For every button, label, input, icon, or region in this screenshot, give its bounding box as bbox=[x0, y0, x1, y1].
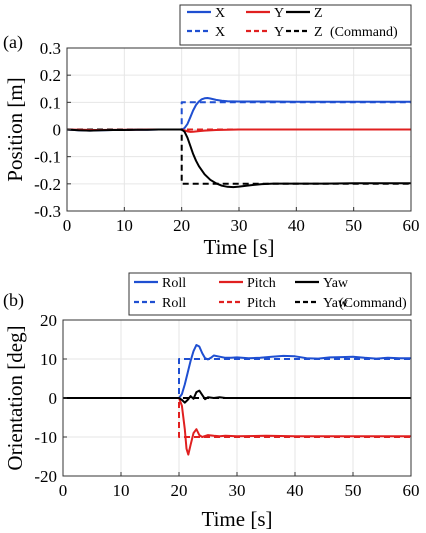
legend-label-roll: Roll bbox=[162, 276, 186, 291]
legend-command-suffix: (Command) bbox=[330, 25, 398, 40]
y-tick-label: 0.2 bbox=[40, 66, 61, 85]
x-tick-label: 60 bbox=[403, 216, 420, 235]
series-line-roll-command bbox=[63, 358, 411, 399]
y-tick-label: -0.3 bbox=[34, 202, 61, 221]
y-tick-label: 0 bbox=[53, 121, 62, 140]
y-tick-label: -10 bbox=[34, 428, 57, 447]
legend-label-yaw-command: Yaw bbox=[323, 296, 349, 311]
panel-label: (b) bbox=[3, 290, 24, 311]
panel-label: (a) bbox=[3, 32, 23, 53]
chart-panel-a: 0 10 20 30 40 50 60 -0.3 -0.2 -0.1 0 0.1 0.2 0.3 Time … bbox=[3, 4, 420, 259]
legend-label-pitch-command: Pitch bbox=[247, 296, 276, 311]
y-tick-label: 0 bbox=[49, 389, 58, 408]
chart-panel-b: 0 10 20 30 40 50 60 -20 -10 0 10 20 Time [s] Orientat… bbox=[3, 272, 420, 531]
x-tick-label: 40 bbox=[287, 481, 304, 500]
legend-label-y-command: Y bbox=[274, 25, 284, 40]
series-line-roll-measured bbox=[63, 344, 411, 399]
legend-label-x: X bbox=[215, 6, 225, 21]
x-axis-label: Time [s] bbox=[202, 507, 273, 531]
series-line-z-measured bbox=[66, 128, 411, 189]
x-tick-label: 10 bbox=[116, 216, 133, 235]
y-tick-label: -0.2 bbox=[34, 175, 61, 194]
y-tick-label: 10 bbox=[40, 350, 57, 369]
y-tick-label: 20 bbox=[40, 311, 57, 330]
x-tick-label: 0 bbox=[63, 216, 72, 235]
x-tick-label: 30 bbox=[229, 481, 246, 500]
legend-label-x-command: X bbox=[215, 25, 225, 40]
x-axis-label: Time [s] bbox=[204, 235, 275, 259]
x-tick-label: 30 bbox=[231, 216, 248, 235]
y-tick-label: 0.1 bbox=[40, 93, 61, 112]
x-tick-label: 0 bbox=[59, 481, 68, 500]
y-axis-label: Orientation [deg] bbox=[3, 325, 27, 470]
x-tick-label: 20 bbox=[171, 481, 188, 500]
legend-label-pitch: Pitch bbox=[247, 276, 276, 291]
x-tick-label: 40 bbox=[288, 216, 305, 235]
legend: XX YY ZZ (Command) bbox=[179, 4, 412, 46]
y-tick-label: -0.1 bbox=[34, 148, 61, 167]
legend-box bbox=[128, 272, 412, 316]
x-tick-label: 20 bbox=[173, 216, 190, 235]
series-line-yaw-measured bbox=[63, 389, 411, 404]
legend-label-z: Z bbox=[314, 6, 323, 21]
y-axis-label: Position [m] bbox=[3, 77, 27, 181]
x-tick-label: 50 bbox=[345, 216, 362, 235]
y-tick-label: 0.3 bbox=[40, 39, 61, 58]
legend-label-yaw: Yaw bbox=[323, 276, 349, 291]
y-tick-label: -20 bbox=[34, 467, 57, 486]
series-line-pitch-measured bbox=[63, 397, 411, 456]
legend-command-suffix: (Command) bbox=[339, 296, 407, 311]
legend-label-roll-command: Roll bbox=[162, 296, 186, 311]
x-tick-label: 60 bbox=[403, 481, 420, 500]
legend-label-y: Y bbox=[274, 6, 284, 21]
legend-label-z-command: Z bbox=[314, 25, 323, 40]
x-tick-label: 50 bbox=[345, 481, 362, 500]
x-tick-label: 10 bbox=[113, 481, 130, 500]
